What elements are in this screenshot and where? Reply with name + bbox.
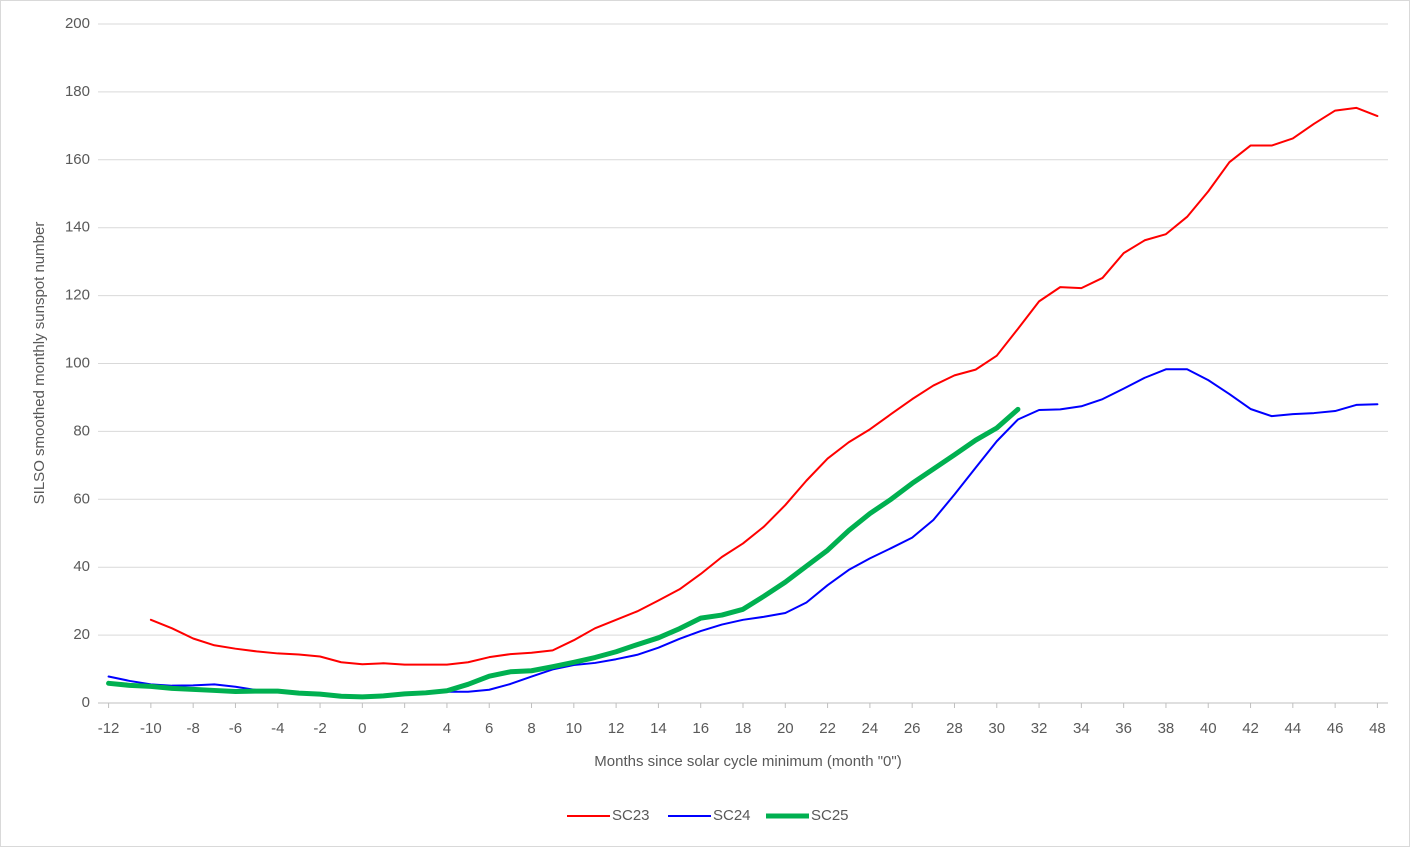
x-tick-label: -2 bbox=[313, 720, 326, 737]
y-tick-label: 0 bbox=[82, 694, 90, 711]
x-tick-label: 32 bbox=[1031, 720, 1048, 737]
x-tick-label: 8 bbox=[527, 720, 535, 737]
x-axis-title: Months since solar cycle minimum (month … bbox=[594, 753, 901, 770]
x-tick-label: 42 bbox=[1242, 720, 1259, 737]
y-tick-label: 60 bbox=[73, 490, 90, 507]
x-tick-label: 28 bbox=[946, 720, 963, 737]
x-tick-label: 30 bbox=[988, 720, 1005, 737]
x-tick-label: 10 bbox=[565, 720, 582, 737]
y-tick-label: 180 bbox=[65, 83, 90, 100]
x-tick-label: 44 bbox=[1284, 720, 1301, 737]
x-tick-label: -10 bbox=[140, 720, 162, 737]
x-tick-label: -8 bbox=[186, 720, 199, 737]
x-tick-label: 38 bbox=[1158, 720, 1175, 737]
x-tick-label: 40 bbox=[1200, 720, 1217, 737]
x-tick-label: 14 bbox=[650, 720, 667, 737]
x-tick-label: 4 bbox=[443, 720, 451, 737]
x-tick-label: 18 bbox=[735, 720, 752, 737]
x-tick-label: 24 bbox=[862, 720, 879, 737]
y-tick-label: 140 bbox=[65, 219, 90, 236]
x-tick-label: 48 bbox=[1369, 720, 1386, 737]
y-tick-label: 40 bbox=[73, 558, 90, 575]
x-tick-label: 20 bbox=[777, 720, 794, 737]
x-tick-label: 2 bbox=[400, 720, 408, 737]
x-tick-label: -6 bbox=[229, 720, 242, 737]
y-tick-label: 160 bbox=[65, 151, 90, 168]
x-tick-label: 26 bbox=[904, 720, 921, 737]
x-tick-label: 6 bbox=[485, 720, 493, 737]
x-tick-label: 36 bbox=[1115, 720, 1132, 737]
y-axis-title: SILSO smoothed monthly sunspot number bbox=[31, 222, 48, 505]
x-tick-label: 34 bbox=[1073, 720, 1090, 737]
x-tick-label: -12 bbox=[98, 720, 120, 737]
x-tick-label: -4 bbox=[271, 720, 284, 737]
x-tick-label: 22 bbox=[819, 720, 836, 737]
x-tick-label: 46 bbox=[1327, 720, 1344, 737]
x-tick-label: 12 bbox=[608, 720, 625, 737]
legend-label: SC25 bbox=[811, 807, 849, 824]
y-tick-label: 200 bbox=[65, 15, 90, 32]
y-tick-label: 120 bbox=[65, 287, 90, 304]
series-line bbox=[149, 106, 1379, 666]
x-tick-label: 16 bbox=[692, 720, 709, 737]
y-tick-label: 80 bbox=[73, 422, 90, 439]
series-line bbox=[106, 406, 1021, 700]
legend-label: SC24 bbox=[713, 807, 751, 824]
x-tick-label: 0 bbox=[358, 720, 366, 737]
y-tick-label: 20 bbox=[73, 626, 90, 643]
y-tick-label: 100 bbox=[65, 354, 90, 371]
legend-label: SC23 bbox=[612, 807, 650, 824]
